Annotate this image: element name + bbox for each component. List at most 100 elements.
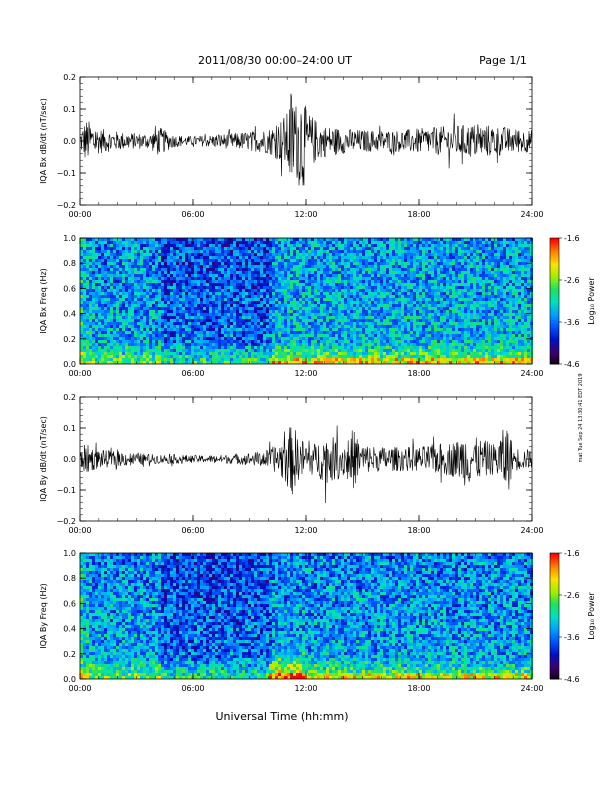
heatmap-cell xyxy=(518,256,521,259)
heatmap-cell xyxy=(398,286,401,289)
heatmap-cell xyxy=(263,304,266,307)
heatmap-cell xyxy=(149,241,152,244)
heatmap-cell xyxy=(320,286,323,289)
heatmap-cell xyxy=(374,286,377,289)
heatmap-cell xyxy=(506,271,509,274)
heatmap-cell xyxy=(461,256,464,259)
heatmap-cell xyxy=(92,331,95,334)
heatmap-cell xyxy=(356,244,359,247)
heatmap-cell xyxy=(362,316,365,319)
heatmap-cell xyxy=(215,310,218,313)
heatmap-cell xyxy=(371,265,374,268)
heatmap-cell xyxy=(230,259,233,262)
heatmap-cell xyxy=(101,289,104,292)
heatmap-cell xyxy=(224,247,227,250)
heatmap-cell xyxy=(422,280,425,283)
heatmap-cell xyxy=(374,307,377,310)
heatmap-cell xyxy=(308,265,311,268)
heatmap-cell xyxy=(377,289,380,292)
heatmap-cell xyxy=(503,304,506,307)
heatmap-cell xyxy=(422,259,425,262)
heatmap-cell xyxy=(404,244,407,247)
heatmap-cell xyxy=(272,250,275,253)
heatmap-cell xyxy=(308,256,311,259)
heatmap-cell xyxy=(149,289,152,292)
heatmap-cell xyxy=(320,274,323,277)
heatmap-cell xyxy=(452,256,455,259)
heatmap-cell xyxy=(122,256,125,259)
heatmap-cell xyxy=(182,280,185,283)
heatmap-cell xyxy=(365,301,368,304)
heatmap-cell xyxy=(227,301,230,304)
heatmap-cell xyxy=(185,286,188,289)
heatmap-cell xyxy=(515,259,518,262)
heatmap-cell xyxy=(236,289,239,292)
heatmap-cell xyxy=(179,322,182,325)
heatmap-cell xyxy=(509,304,512,307)
heatmap-cell xyxy=(431,271,434,274)
heatmap-cell xyxy=(485,331,488,334)
heatmap-cell xyxy=(155,292,158,295)
heatmap-cell xyxy=(284,292,287,295)
heatmap-cell xyxy=(428,304,431,307)
heatmap-cell xyxy=(170,328,173,331)
heatmap-cell xyxy=(452,301,455,304)
heatmap-cell xyxy=(116,292,119,295)
heatmap-cell xyxy=(524,247,527,250)
heatmap-cell xyxy=(188,253,191,256)
heatmap-cell xyxy=(257,277,260,280)
heatmap-cell xyxy=(167,283,170,286)
heatmap-cell xyxy=(473,277,476,280)
heatmap-cell xyxy=(428,283,431,286)
heatmap-cell xyxy=(233,280,236,283)
heatmap-cell xyxy=(440,325,443,328)
heatmap-cell xyxy=(101,247,104,250)
heatmap-cell xyxy=(152,295,155,298)
heatmap-cell xyxy=(218,292,221,295)
heatmap-cell xyxy=(449,241,452,244)
heatmap-cell xyxy=(470,328,473,331)
heatmap-cell xyxy=(467,295,470,298)
heatmap-cell xyxy=(524,331,527,334)
heatmap-cell xyxy=(413,283,416,286)
heatmap-cell xyxy=(140,310,143,313)
heatmap-cell xyxy=(92,238,95,241)
heatmap-cell xyxy=(305,253,308,256)
heatmap-cell xyxy=(260,292,263,295)
heatmap-cell xyxy=(236,253,239,256)
heatmap-cell xyxy=(341,295,344,298)
heatmap-cell xyxy=(134,277,137,280)
heatmap-cell xyxy=(443,310,446,313)
heatmap-cell xyxy=(362,271,365,274)
heatmap-cell xyxy=(140,325,143,328)
heatmap-cell xyxy=(161,301,164,304)
heatmap-cell xyxy=(284,289,287,292)
heatmap-cell xyxy=(524,265,527,268)
heatmap-cell xyxy=(524,313,527,316)
heatmap-cell xyxy=(272,247,275,250)
heatmap-cell xyxy=(275,277,278,280)
heatmap-cell xyxy=(119,319,122,322)
heatmap-cell xyxy=(503,271,506,274)
heatmap-cell xyxy=(245,277,248,280)
heatmap-cell xyxy=(86,253,89,256)
heatmap-cell xyxy=(197,277,200,280)
heatmap-cell xyxy=(248,268,251,271)
heatmap-cell xyxy=(269,271,272,274)
heatmap-cell xyxy=(239,286,242,289)
heatmap-cell xyxy=(419,250,422,253)
heatmap-cell xyxy=(401,286,404,289)
heatmap-cell xyxy=(398,265,401,268)
heatmap-cell xyxy=(368,298,371,301)
heatmap-cell xyxy=(155,244,158,247)
heatmap-cell xyxy=(125,253,128,256)
heatmap-cell xyxy=(200,331,203,334)
heatmap-cell xyxy=(236,316,239,319)
heatmap-cell xyxy=(161,298,164,301)
heatmap-cell xyxy=(308,262,311,265)
heatmap-cell xyxy=(254,262,257,265)
heatmap-cell xyxy=(221,262,224,265)
heatmap-cell xyxy=(329,331,332,334)
heatmap-cell xyxy=(272,244,275,247)
heatmap-cell xyxy=(482,268,485,271)
